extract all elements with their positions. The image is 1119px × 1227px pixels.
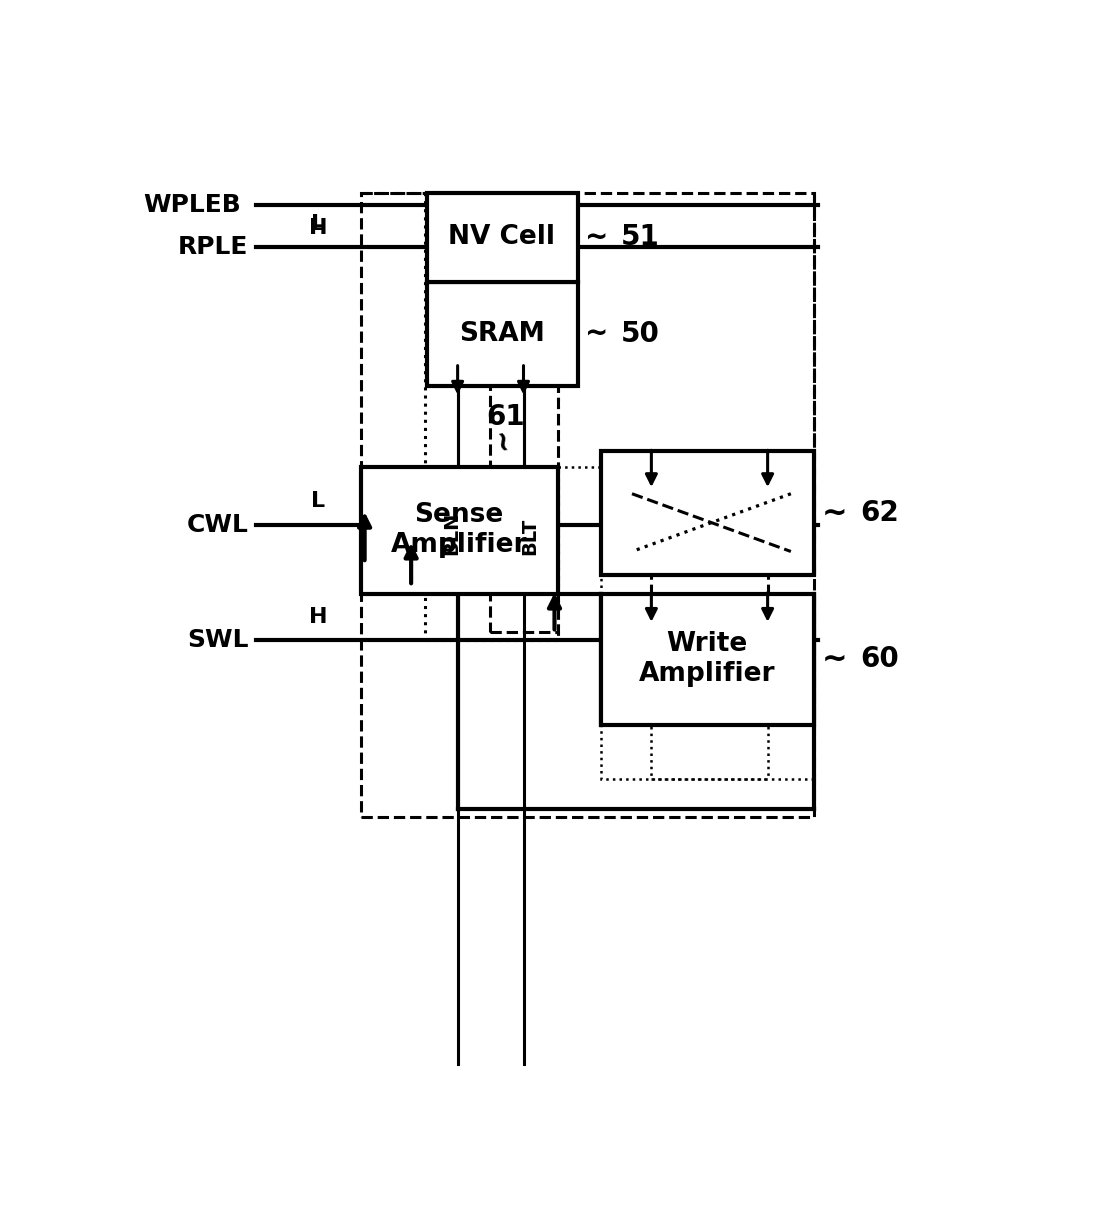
Text: ~: ~ (585, 319, 609, 347)
Text: H: H (309, 607, 328, 627)
Text: WPLEB: WPLEB (143, 193, 241, 217)
Bar (426, 194, 577, 282)
Text: 62: 62 (861, 499, 900, 526)
Bar (601, 594, 815, 725)
Text: 51: 51 (620, 223, 659, 252)
Text: 50: 50 (620, 319, 659, 347)
Text: NV Cell: NV Cell (449, 225, 555, 250)
Bar (360, 466, 558, 594)
Text: Sense
Amplifier: Sense Amplifier (391, 502, 527, 558)
Text: ~: ~ (585, 223, 609, 252)
Text: 60: 60 (861, 645, 900, 674)
Text: BLN: BLN (442, 512, 461, 556)
Text: ~: ~ (821, 498, 847, 528)
Bar (601, 452, 815, 574)
Text: H: H (309, 218, 328, 238)
Text: CWL: CWL (187, 513, 248, 536)
Text: BLT: BLT (520, 518, 539, 556)
Text: L: L (311, 215, 326, 234)
Bar (360, 194, 815, 817)
Text: ~: ~ (482, 429, 514, 458)
Text: Write
Amplifier: Write Amplifier (639, 631, 775, 687)
Text: RPLE: RPLE (178, 236, 248, 259)
Bar (425, 194, 558, 640)
Bar (490, 194, 558, 632)
Text: L: L (311, 492, 326, 512)
Text: SWL: SWL (187, 628, 248, 652)
Text: ~: ~ (821, 645, 847, 674)
Bar (426, 282, 577, 387)
Text: 61: 61 (487, 402, 525, 431)
Text: SRAM: SRAM (459, 320, 545, 346)
Bar (601, 574, 815, 779)
